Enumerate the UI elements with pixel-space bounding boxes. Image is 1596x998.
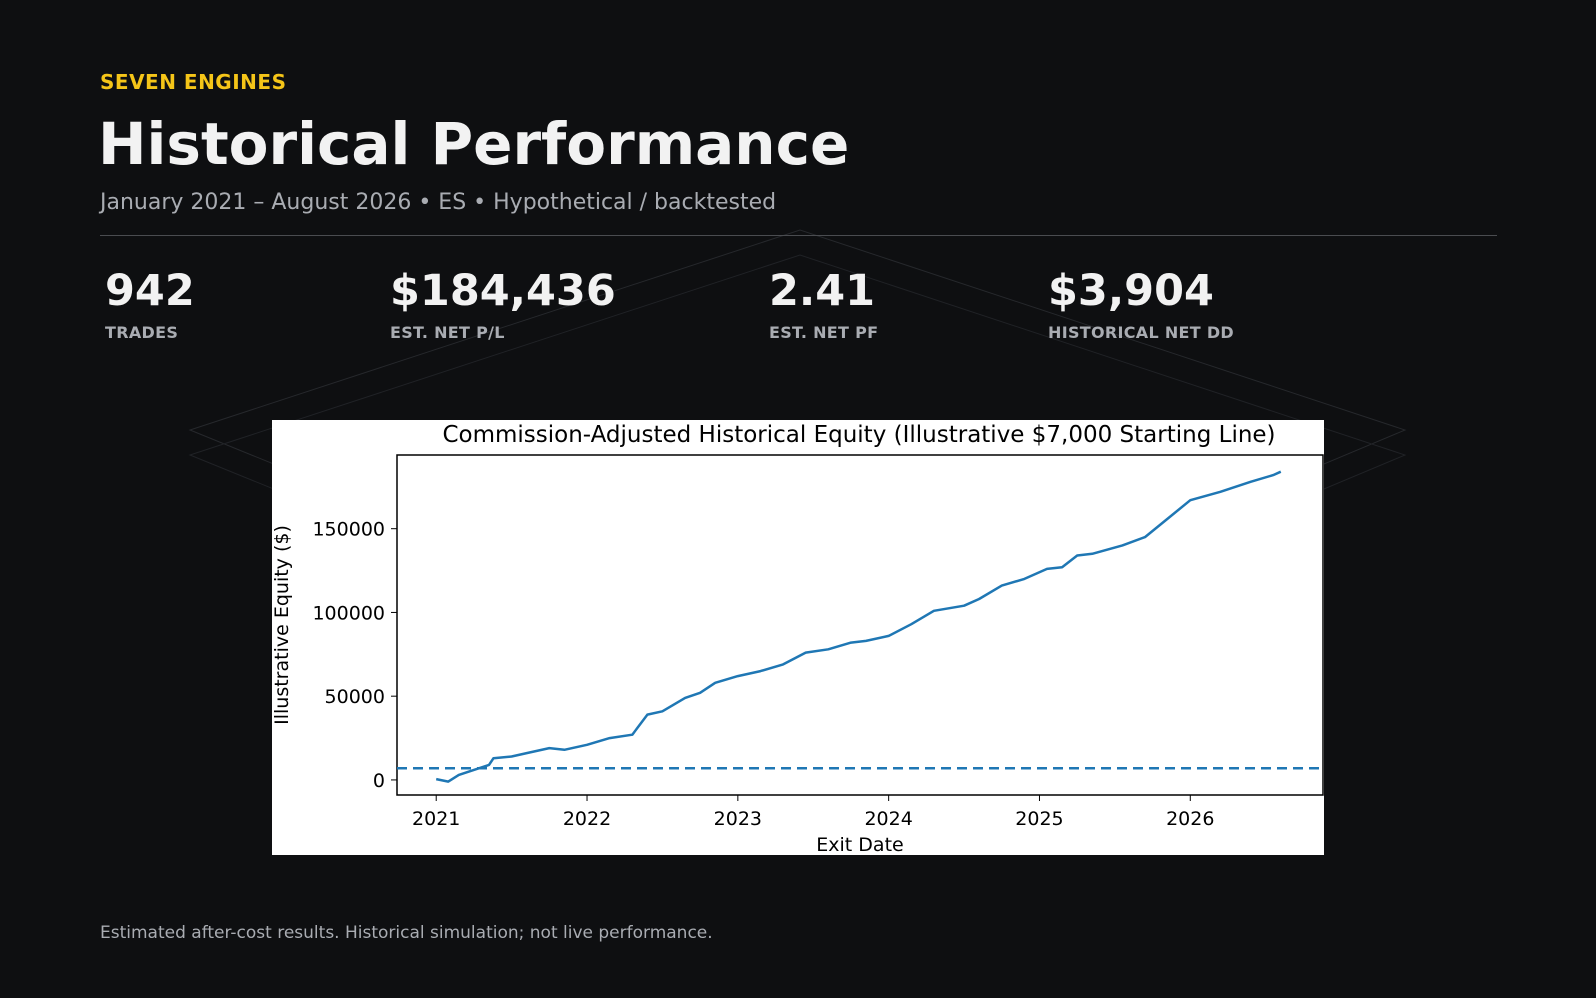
stat-value: 942 <box>105 266 195 316</box>
y-tick-label: 100000 <box>312 602 385 624</box>
equity-chart: Commission-Adjusted Historical Equity (I… <box>272 422 1324 855</box>
stat-net-dd: $3,904 HISTORICAL NET DD <box>1048 266 1235 343</box>
stat-label: EST. NET PF <box>769 323 879 343</box>
stat-label: EST. NET P/L <box>390 323 505 343</box>
x-tick-label: 2023 <box>714 808 762 830</box>
x-tick-label: 2022 <box>563 808 611 830</box>
x-axis-label: Exit Date <box>816 834 903 855</box>
header-divider <box>100 235 1497 236</box>
stat-label: HISTORICAL NET DD <box>1048 323 1235 343</box>
x-tick-label: 2026 <box>1166 808 1214 830</box>
x-tick-label: 2024 <box>864 808 912 830</box>
y-tick-label: 150000 <box>312 519 385 541</box>
stat-net-pf: 2.41 EST. NET PF <box>769 266 879 343</box>
x-tick-label: 2025 <box>1015 808 1063 830</box>
stat-value: 2.41 <box>769 266 876 316</box>
stat-trades: 942 TRADES <box>105 266 195 343</box>
page-subtitle: January 2021 – August 2026 • ES • Hypoth… <box>100 190 777 215</box>
x-tick-label: 2021 <box>412 808 460 830</box>
stat-value: $3,904 <box>1048 266 1214 316</box>
page-title: Historical Performance <box>98 110 850 178</box>
chart-title: Commission-Adjusted Historical Equity (I… <box>442 422 1275 448</box>
footnote: Estimated after-cost results. Historical… <box>100 923 713 943</box>
y-axis-label: Illustrative Equity ($) <box>272 525 293 725</box>
y-tick-label: 50000 <box>325 686 385 708</box>
stat-value: $184,436 <box>390 266 616 316</box>
stat-label: TRADES <box>105 323 179 343</box>
stat-net-pl: $184,436 EST. NET P/L <box>390 266 616 343</box>
plot-frame <box>396 454 1324 796</box>
equity-chart-card: Commission-Adjusted Historical Equity (I… <box>272 420 1324 855</box>
y-tick-label: 0 <box>373 770 385 792</box>
brand-label: SEVEN ENGINES <box>100 70 287 94</box>
equity-series-line <box>435 470 1282 783</box>
